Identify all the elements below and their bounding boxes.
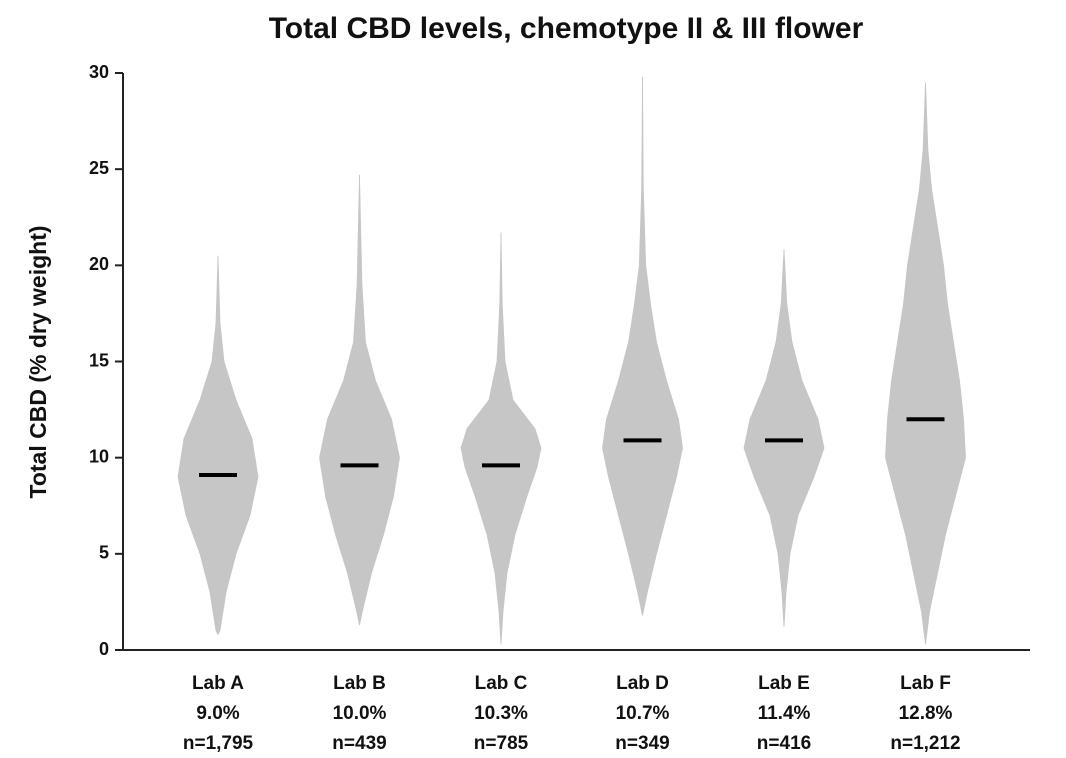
violin-half [885,82,926,645]
violin-half [177,255,219,635]
y-tick-label: 15 [89,350,109,370]
n-label: n=349 [615,733,669,754]
y-tick-label: 25 [89,158,109,178]
n-label: n=1,795 [183,733,254,754]
x-tick-label: Lab E [758,673,810,694]
n-label: n=1,212 [890,733,960,754]
x-tick-label: Lab C [475,673,528,694]
y-axis-label: Total CBD (% dry weight) [25,225,51,498]
violin-half [743,249,785,627]
x-tick-label: Lab D [616,673,669,694]
violin-half [319,174,360,626]
n-label: n=416 [757,733,811,754]
mean-label: 10.7% [616,703,670,724]
mean-label: 11.4% [758,703,811,724]
y-tick-label: 30 [89,62,109,82]
violin-half [359,174,400,626]
y-tick-label: 5 [99,543,109,563]
violin-half [783,249,825,627]
chart-title: Total CBD levels, chemotype II & III flo… [269,12,864,45]
mean-label: 10.3% [474,703,528,724]
violin-half [925,82,966,645]
mean-label: 9.0% [196,703,239,724]
x-tick-label: Lab B [333,673,386,694]
n-label: n=785 [474,733,529,754]
violin-half [460,232,502,645]
x-tick-label: Lab F [900,673,951,694]
y-tick-label: 10 [89,446,109,466]
violin-half [217,255,259,635]
y-tick-label: 0 [99,639,109,659]
x-tick-label: Lab A [192,673,244,694]
mean-label: 12.8% [899,703,953,724]
n-label: n=439 [332,733,386,754]
violin-half [642,76,683,616]
mean-label: 10.0% [333,703,387,724]
violin-half [500,232,542,645]
y-tick-label: 20 [89,254,109,274]
violin-half [602,76,643,616]
